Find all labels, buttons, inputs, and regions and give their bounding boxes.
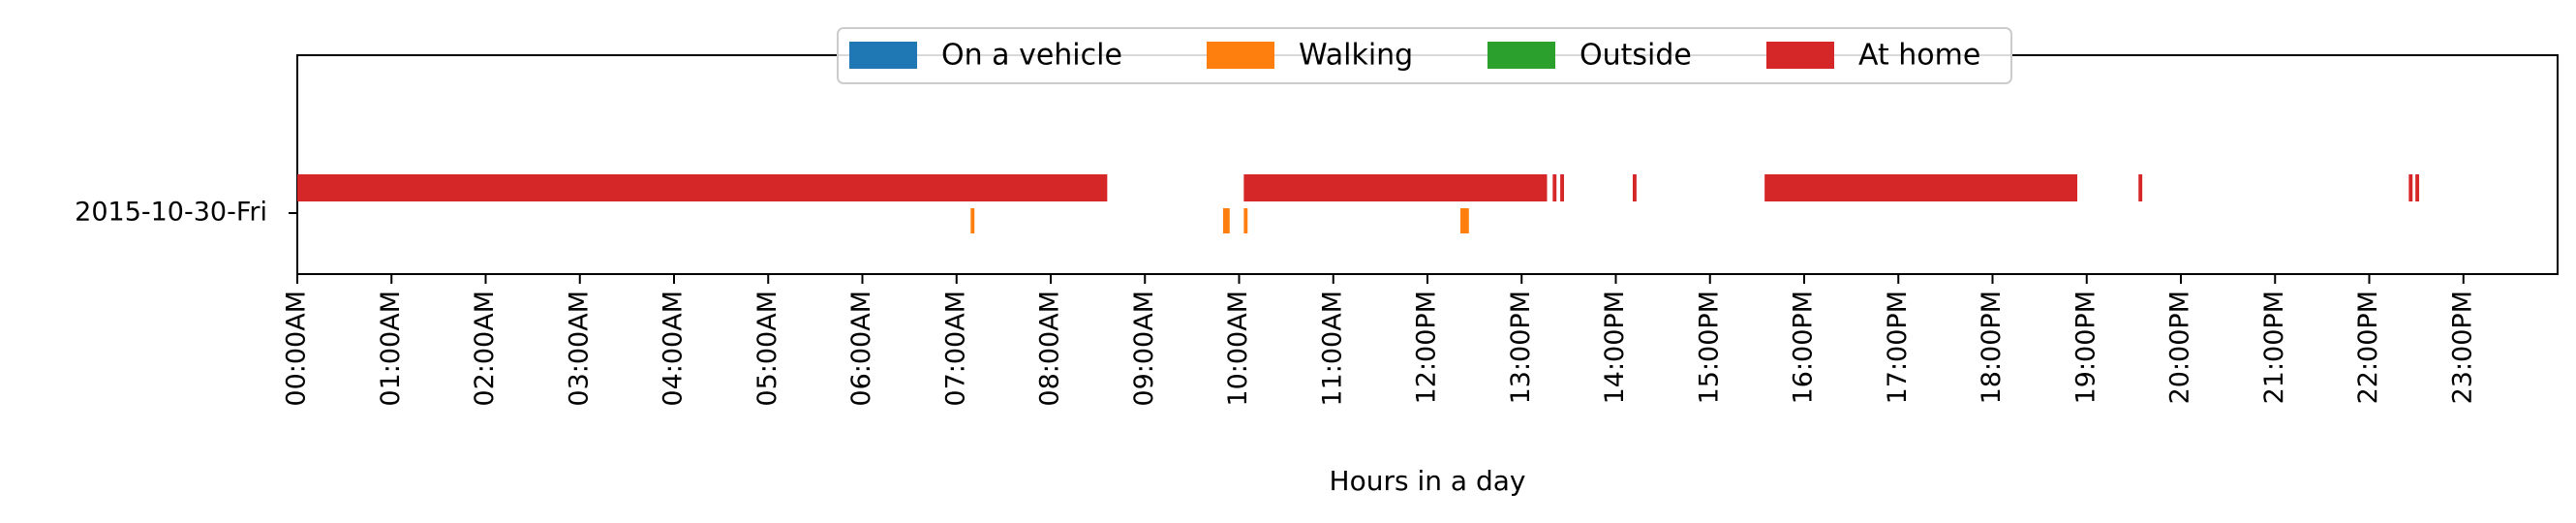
x-tick-label: 02:00AM (470, 291, 500, 407)
y-tick-label: 2015-10-30-Fri (75, 198, 267, 228)
legend-label: On a vehicle (941, 39, 1122, 73)
x-axis: 00:00AM 01:00AM 02:00AM 03:00AM 04:00AM 05:00… (282, 274, 2477, 407)
x-tick-label: 13:00PM (1506, 291, 1536, 404)
bar-at-home-2 (1552, 174, 1557, 201)
x-tick-label: 00:00AM (282, 291, 312, 407)
x-tick-label: 22:00PM (2353, 291, 2383, 404)
legend-frame (837, 27, 2012, 84)
x-tick-label: 08:00AM (1035, 291, 1065, 407)
legend-swatch (1207, 42, 1274, 69)
x-tick-label: 18:00PM (1977, 291, 2007, 404)
x-tick-label: 19:00PM (2070, 291, 2101, 404)
bar-walking-3 (1460, 208, 1469, 233)
x-tick-label: 05:00AM (752, 291, 782, 407)
bar-walking-2 (1243, 208, 1248, 233)
legend-label: Outside (1579, 39, 1692, 73)
x-tick-label: 09:00AM (1129, 291, 1159, 407)
legend-swatch (849, 42, 917, 69)
bar-at-home-6 (2138, 174, 2143, 201)
x-tick-label: 16:00PM (1789, 291, 1819, 404)
plot-area (296, 54, 2559, 275)
x-tick-label: 01:00AM (376, 291, 406, 407)
x-tick-label: 14:00PM (1600, 291, 1630, 404)
legend-label: At home (1858, 39, 1980, 73)
legend-swatch (1487, 42, 1555, 69)
y-axis: 2015-10-30-Fri (75, 198, 297, 228)
legend: On a vehicle Walking Outside At home (837, 27, 2012, 84)
x-axis-label: Hours in a day (1330, 465, 1526, 497)
x-tick-label: 04:00AM (659, 291, 689, 407)
x-tick-label: 15:00PM (1694, 291, 1724, 404)
x-tick-label: 07:00AM (940, 291, 970, 407)
x-tick-label: 10:00AM (1223, 291, 1253, 407)
bar-at-home-1 (1243, 174, 1548, 201)
bar-at-home-8 (2415, 174, 2420, 201)
x-tick-label: 23:00PM (2447, 291, 2477, 404)
x-tick-label: 17:00PM (1883, 291, 1913, 404)
x-tick-label: 12:00PM (1412, 291, 1442, 404)
x-tick-label: 03:00AM (564, 291, 594, 407)
legend-swatch (1766, 42, 1834, 69)
plot-frame (296, 54, 2559, 275)
x-tick-label: 20:00PM (2165, 291, 2195, 404)
x-tick-label: 11:00AM (1317, 291, 1347, 407)
legend-label: Walking (1299, 39, 1413, 73)
bar-walking-1 (1222, 208, 1230, 233)
bar-at-home-0 (297, 174, 1108, 201)
bar-at-home-7 (2408, 174, 2413, 201)
bar-at-home-4 (1633, 174, 1637, 201)
bar-walking-0 (970, 208, 975, 233)
bar-at-home-3 (1560, 174, 1565, 201)
bar-at-home-5 (1764, 174, 2078, 201)
x-tick-label: 21:00PM (2259, 291, 2289, 404)
activity-bars (297, 174, 2420, 233)
x-tick-label: 06:00AM (846, 291, 876, 407)
